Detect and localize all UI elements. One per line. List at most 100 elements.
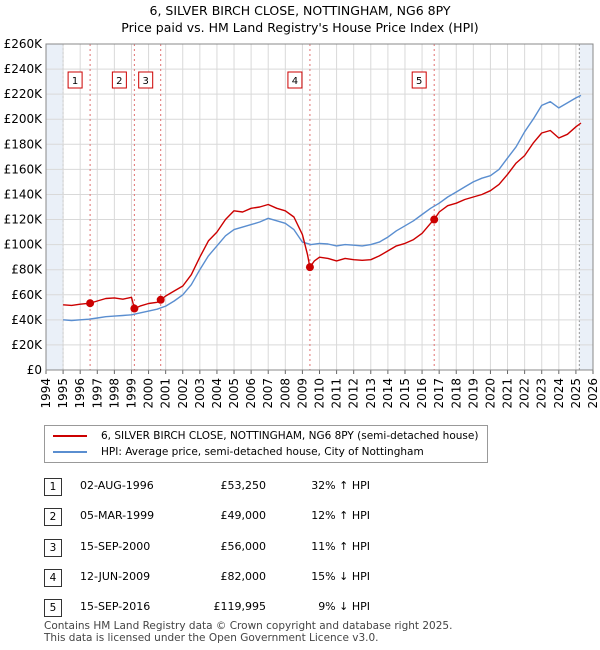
transaction-number: 4	[44, 569, 62, 587]
transaction-hpi: 32% ↑ HPI	[311, 479, 370, 492]
sale-label-box	[67, 71, 83, 89]
y-tick-label: £0	[27, 363, 42, 377]
x-tick-label: 2016	[415, 378, 429, 409]
x-tick-label: 2009	[295, 378, 309, 409]
y-tick-label: £160K	[4, 162, 44, 176]
transaction-date: 15-SEP-2000	[80, 540, 151, 553]
sale-label-box	[411, 71, 427, 89]
x-tick-label: 2024	[552, 378, 566, 409]
x-tick-label: 2012	[347, 378, 361, 409]
x-tick-label: 2025	[569, 378, 583, 409]
transaction-price: £119,995	[213, 600, 267, 613]
x-tick-label: 2001	[159, 378, 173, 409]
transaction-hpi: 15% ↓ HPI	[311, 570, 370, 583]
sale-label-box	[287, 71, 303, 89]
legend: 6, SILVER BIRCH CLOSE, NOTTINGHAM, NG6 8…	[44, 425, 488, 463]
transaction-date: 05-MAR-1999	[80, 509, 155, 522]
y-tick-label: £100K	[4, 238, 44, 252]
transaction-price: £53,250	[220, 479, 267, 492]
legend-item-property: 6, SILVER BIRCH CLOSE, NOTTINGHAM, NG6 8…	[53, 428, 478, 444]
legend-item-hpi: HPI: Average price, semi-detached house,…	[53, 444, 424, 460]
transaction-row: 3 15-SEP-2000 £56,000 11% ↑ HPI	[0, 534, 600, 564]
y-tick-label: £200K	[4, 112, 44, 126]
sale-marker-lines	[89, 44, 435, 370]
x-tick-label: 1999	[124, 378, 138, 409]
chart-title-line2: Price paid vs. HM Land Registry's House …	[121, 20, 479, 35]
x-tick-label: 2017	[432, 378, 446, 409]
y-tick-label: £240K	[4, 62, 44, 76]
legend-swatch-property	[53, 435, 87, 437]
sale-label-box	[138, 71, 154, 89]
x-tick-label: 1994	[39, 378, 53, 409]
hpi-line	[63, 94, 582, 322]
y-tick-label: £120K	[4, 213, 44, 227]
sale-point	[430, 215, 439, 224]
transaction-date: 12-JUN-2009	[80, 570, 151, 583]
series-layer	[63, 94, 582, 322]
x-tick-label: 2018	[449, 378, 463, 409]
transaction-row: 4 12-JUN-2009 £82,000 15% ↓ HPI	[0, 564, 600, 594]
transaction-hpi: 12% ↑ HPI	[311, 509, 370, 522]
x-tick-label: 2010	[313, 378, 327, 409]
x-tick-label: 2023	[535, 378, 549, 409]
y-tick-label: £60K	[11, 288, 43, 302]
y-tick-label: £180K	[4, 137, 44, 151]
x-tick-label: 1995	[56, 378, 70, 409]
y-tick-label: £20K	[11, 338, 43, 352]
sale-dots	[86, 215, 439, 313]
footer-copyright: Contains HM Land Registry data © Crown c…	[44, 620, 453, 632]
transaction-number: 1	[44, 478, 62, 496]
x-tick-label: 2002	[176, 378, 190, 409]
transaction-date: 15-SEP-2016	[80, 600, 151, 613]
sale-label-text: 3	[143, 76, 149, 87]
sale-label-box	[111, 71, 127, 89]
sale-label-text: 5	[416, 76, 422, 87]
x-tick-label: 2015	[398, 378, 412, 409]
sale-label-text: 4	[292, 76, 298, 87]
transaction-date: 02-AUG-1996	[80, 479, 154, 492]
sale-label-text: 1	[72, 76, 78, 87]
x-tick-label: 2013	[364, 378, 378, 409]
transaction-row: 1 02-AUG-1996 £53,250 32% ↑ HPI	[0, 473, 600, 503]
x-tick-label: 2004	[210, 378, 224, 409]
y-tick-label: £80K	[11, 263, 43, 277]
x-tick-label: 2011	[330, 378, 344, 409]
transaction-price: £82,000	[220, 570, 267, 583]
transaction-hpi: 11% ↑ HPI	[311, 540, 370, 553]
transaction-number: 5	[44, 599, 62, 617]
chart-title-line1: 6, SILVER BIRCH CLOSE, NOTTINGHAM, NG6 8…	[149, 3, 451, 18]
legend-swatch-hpi	[53, 451, 87, 453]
y-tick-label: £260K	[4, 37, 44, 51]
transaction-number: 2	[44, 508, 62, 526]
transaction-row: 5 15-SEP-2016 £119,995 9% ↓ HPI	[0, 594, 600, 624]
x-tick-label: 2020	[483, 378, 497, 409]
sale-labels: 1 2 3 4 5	[67, 71, 427, 89]
legend-label-hpi: HPI: Average price, semi-detached house,…	[101, 446, 424, 458]
x-tick-label: 2008	[278, 378, 292, 409]
sale-point	[305, 263, 314, 272]
transaction-price: £56,000	[220, 540, 267, 553]
y-tick-label: £140K	[4, 187, 44, 201]
x-tick-label: 2005	[227, 378, 241, 409]
x-tick-label: 2000	[142, 378, 156, 409]
x-tick-label: 1996	[73, 378, 87, 409]
x-tick-label: 2007	[261, 378, 275, 409]
x-tick-label: 1998	[107, 378, 121, 409]
x-tick-label: 2006	[244, 378, 258, 409]
y-tick-label: £220K	[4, 87, 44, 101]
plot-frame	[45, 43, 594, 371]
axis-layer: £0 £20K £40K £60K £80K £100K £120K £140K £160K £1…	[4, 37, 600, 409]
x-tick-label: 2019	[466, 378, 480, 409]
transaction-price: £49,000	[220, 509, 267, 522]
sale-point	[156, 295, 165, 304]
transaction-row: 2 05-MAR-1999 £49,000 12% ↑ HPI	[0, 503, 600, 533]
x-tick-label: 2026	[586, 378, 600, 409]
x-tick-label: 2003	[193, 378, 207, 409]
legend-label-property: 6, SILVER BIRCH CLOSE, NOTTINGHAM, NG6 8…	[101, 430, 479, 442]
y-tick-label: £40K	[11, 313, 43, 327]
property-price-line	[63, 122, 582, 310]
sale-label-text: 2	[116, 76, 122, 87]
x-tick-label: 1997	[90, 378, 104, 409]
x-tick-label: 2021	[501, 378, 515, 409]
